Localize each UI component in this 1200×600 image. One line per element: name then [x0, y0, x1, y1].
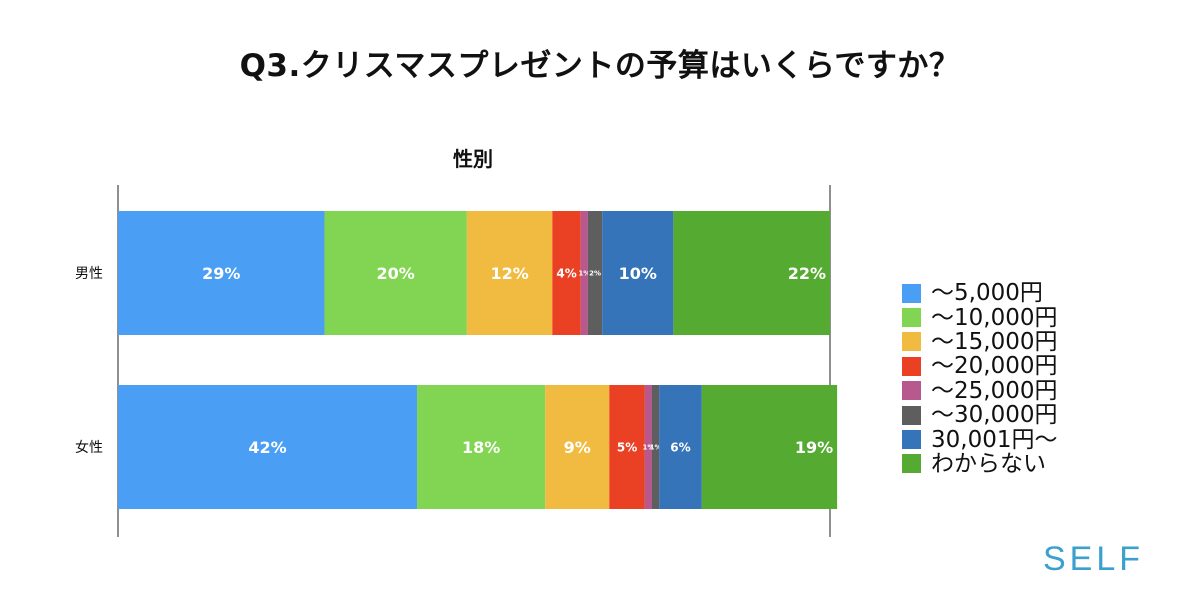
bar-segment	[324, 211, 467, 335]
brand-logo: SELF	[1043, 540, 1145, 578]
legend-swatch	[902, 356, 921, 376]
legend-label: わからない	[931, 450, 1046, 477]
data-label: 19%	[795, 438, 833, 457]
data-label: 4%	[556, 266, 576, 280]
data-label: 29%	[202, 264, 240, 283]
data-label: 1%	[642, 444, 654, 452]
legend-label: 〜20,000円	[931, 353, 1058, 380]
legend-item: 〜30,000円	[902, 403, 1057, 427]
data-label: 2%	[589, 270, 601, 278]
legend-swatch	[902, 430, 921, 450]
data-label: 5%	[617, 440, 637, 454]
legend-swatch	[902, 308, 921, 328]
legend-label: 〜30,000円	[931, 402, 1058, 429]
legend-item: 〜5,000円	[902, 281, 1057, 305]
legend-swatch	[902, 405, 921, 425]
bar-segment	[587, 211, 603, 335]
bar-segment	[118, 385, 418, 509]
category-label: 女性	[75, 439, 103, 456]
bar-segment	[701, 385, 838, 509]
data-label: 12%	[490, 264, 528, 283]
bar-segment	[644, 385, 652, 509]
bar-segment	[545, 385, 610, 509]
bar-segment	[466, 211, 553, 335]
legend-item: 〜25,000円	[902, 379, 1057, 403]
legend-item: 30,001円〜	[902, 426, 1058, 453]
category-label: 男性	[75, 266, 103, 282]
bar-segment	[417, 385, 546, 509]
legend-swatch	[902, 332, 921, 352]
chart-title: 性別	[453, 147, 493, 171]
legend-swatch	[902, 454, 921, 474]
legend: 〜5,000円 〜10,000円 〜15,000円 〜20,000円 〜25,000円〜…	[902, 281, 1057, 476]
legend-label: 〜25,000円	[931, 377, 1058, 404]
data-label: 10%	[619, 264, 657, 283]
data-label: 42%	[248, 438, 286, 457]
bar-segment	[652, 385, 660, 509]
data-label: 6%	[670, 440, 690, 454]
legend-label: 〜15,000円	[931, 328, 1058, 355]
legend-item: わからない	[902, 452, 1057, 476]
data-label: 22%	[788, 264, 826, 283]
legend-item: 〜10,000円	[902, 304, 1058, 331]
bar-segment	[609, 385, 645, 509]
bar-segment	[673, 211, 830, 335]
bar-segment	[552, 211, 581, 335]
legend-label: 〜10,000円	[931, 304, 1058, 331]
page-title: Q3.クリスマスプレゼントの予算はいくらですか？	[239, 48, 961, 84]
data-label: 1%	[578, 270, 590, 278]
data-label: 1%	[650, 444, 662, 452]
legend-item: 〜20,000円	[902, 354, 1057, 378]
legend-swatch	[902, 283, 921, 303]
data-label: 20%	[377, 264, 415, 283]
legend-label: 30,001円〜	[931, 426, 1058, 453]
data-label: 18%	[462, 438, 500, 457]
bar-segment	[659, 385, 702, 509]
bars-layer: 29% 20% 12% 4% 1%2% 10% 22%42% 18% 9% 5% 1%1% 6% 19%	[118, 211, 838, 509]
bar-segment	[118, 211, 325, 335]
bar-segment	[602, 211, 674, 335]
bar-segment	[580, 211, 588, 335]
legend-label: 〜5,000円	[931, 280, 1043, 307]
data-label: 9%	[564, 438, 591, 457]
legend-item: 〜15,000円	[902, 330, 1057, 354]
legend-swatch	[902, 381, 921, 401]
